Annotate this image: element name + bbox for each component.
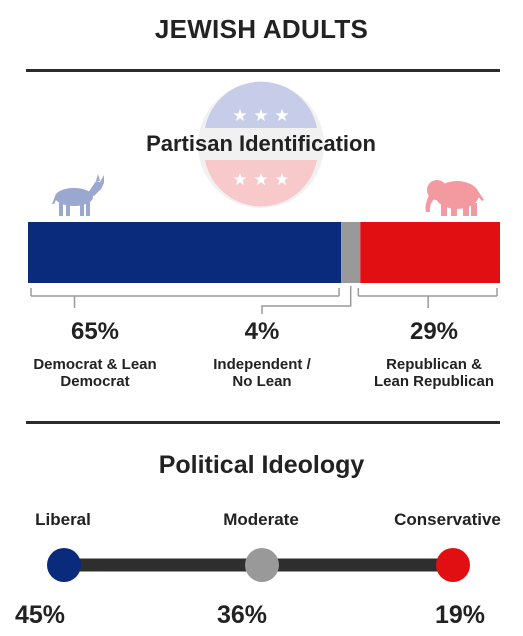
democrat-label-line-1: Democrat & Lean xyxy=(33,356,157,373)
democrat-label-line-2: Democrat xyxy=(60,373,130,390)
conservative-value-label: 19% xyxy=(434,601,486,629)
moderate-label: Moderate xyxy=(223,510,299,529)
republican-category-label: Republican & Lean Republican xyxy=(344,356,523,390)
page-title: JEWISH ADULTS xyxy=(154,14,369,44)
elephant-icon xyxy=(425,180,484,216)
independent-category-label: Independent / No Lean xyxy=(172,356,352,390)
conservative-dot xyxy=(436,548,470,582)
liberal-label: Liberal xyxy=(35,510,91,529)
svg-text:★: ★ xyxy=(232,170,247,189)
republican-bracket xyxy=(357,288,498,308)
democrat-bracket xyxy=(30,288,340,308)
moderate-value-label: 36% xyxy=(216,601,268,629)
independent-bar-segment xyxy=(341,222,361,283)
party-badge-icon: ★ ★ ★ ★ ★ ★ xyxy=(198,81,324,208)
svg-text:★: ★ xyxy=(274,106,289,125)
republican-value-label: 29% xyxy=(409,318,459,345)
independent-label-line-2: No Lean xyxy=(232,373,292,390)
middle-divider xyxy=(26,421,500,424)
republican-bar-segment xyxy=(360,222,500,283)
donkey-icon xyxy=(52,174,104,216)
republican-label-line-2: Lean Republican xyxy=(373,373,495,390)
top-divider xyxy=(26,69,500,72)
ideology-heading: Political Ideology xyxy=(158,451,365,479)
svg-text:★: ★ xyxy=(253,106,268,125)
republican-label-line-1: Republican & xyxy=(386,356,482,373)
svg-text:★: ★ xyxy=(232,106,247,125)
democrat-bar-segment xyxy=(28,222,342,283)
partisan-brackets xyxy=(30,286,498,314)
liberal-value-label: 45% xyxy=(14,601,66,629)
independent-label-line-1: Independent / xyxy=(213,356,311,373)
independent-leader-line xyxy=(261,286,352,314)
partisan-heading: Partisan Identification xyxy=(146,131,376,156)
svg-text:★: ★ xyxy=(253,170,268,189)
liberal-dot xyxy=(47,548,81,582)
conservative-label: Conservative xyxy=(394,510,501,529)
democrat-category-label: Democrat & Lean Democrat xyxy=(5,356,185,390)
partisan-stacked-bar xyxy=(28,222,500,283)
svg-text:★: ★ xyxy=(274,170,289,189)
ideology-scale xyxy=(47,548,470,582)
democrat-value-label: 65% xyxy=(70,318,120,345)
moderate-dot xyxy=(245,548,279,582)
independent-value-label: 4% xyxy=(244,318,280,345)
